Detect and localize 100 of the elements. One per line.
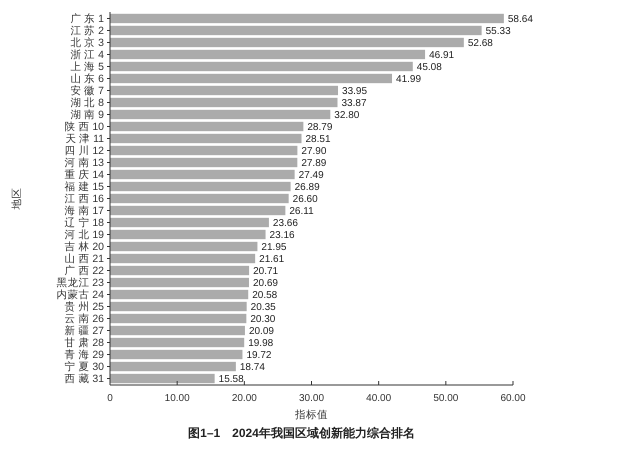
bar bbox=[110, 134, 302, 144]
data-label: 20.71 bbox=[253, 266, 279, 278]
y-tick-label: 贵 州 25 bbox=[64, 300, 104, 314]
data-label: 19.98 bbox=[248, 338, 274, 350]
bar bbox=[110, 206, 286, 216]
x-tick-label: 60.00 bbox=[500, 393, 526, 404]
bar bbox=[110, 218, 269, 228]
x-tick-label: 0 bbox=[107, 393, 114, 404]
bar bbox=[110, 350, 242, 360]
y-tick-label: 河 北 19 bbox=[64, 228, 104, 242]
y-tick-label: 辽 宁 18 bbox=[64, 216, 104, 230]
data-label: 26.89 bbox=[294, 182, 320, 193]
y-tick-label: 广 东 1 bbox=[70, 12, 104, 26]
data-label: 26.60 bbox=[292, 194, 318, 205]
data-label: 20.09 bbox=[248, 326, 274, 338]
bar bbox=[110, 38, 464, 48]
data-label: 33.95 bbox=[342, 86, 368, 97]
bar bbox=[110, 326, 245, 336]
data-label: 45.08 bbox=[416, 62, 442, 73]
data-label: 20.69 bbox=[252, 278, 278, 290]
y-tick-label: 江 西 16 bbox=[64, 193, 104, 206]
data-label: 15.58 bbox=[218, 374, 244, 386]
bar bbox=[110, 302, 247, 312]
bar bbox=[110, 26, 482, 36]
bar bbox=[110, 362, 236, 372]
data-label: 27.90 bbox=[301, 146, 327, 157]
y-tick-label: 山 东 6 bbox=[70, 72, 104, 86]
y-tick-label: 云 南 26 bbox=[64, 312, 104, 326]
bar bbox=[110, 374, 215, 384]
y-tick-label: 陕 西 10 bbox=[64, 121, 104, 134]
y-tick-label: 西 藏 31 bbox=[64, 372, 104, 386]
data-label: 27.89 bbox=[301, 158, 327, 169]
bar bbox=[110, 290, 248, 300]
data-label: 21.95 bbox=[261, 242, 287, 254]
y-tick-label: 河 南 13 bbox=[64, 156, 104, 170]
text: 图1–1 2024年我国区域创新能力综合排名 bbox=[188, 426, 415, 440]
y-tick-label: 黑龙江 23 bbox=[56, 276, 104, 290]
x-tick-label: 40.00 bbox=[366, 393, 392, 404]
y-tick-label: 天 津 11 bbox=[65, 132, 104, 146]
data-label: 28.79 bbox=[307, 122, 333, 133]
data-label: 58.64 bbox=[508, 14, 534, 25]
y-tick-label: 浙 江 4 bbox=[70, 48, 104, 62]
data-label: 28.51 bbox=[305, 134, 331, 145]
data-label: 20.35 bbox=[250, 302, 276, 314]
bar bbox=[110, 122, 304, 132]
bar bbox=[110, 266, 250, 276]
y-tick-label: 新 疆 27 bbox=[64, 324, 104, 338]
data-label: 32.80 bbox=[334, 110, 360, 121]
data-label: 23.66 bbox=[272, 218, 298, 230]
bar bbox=[110, 158, 298, 168]
bar bbox=[110, 182, 291, 192]
y-tick-label: 四 川 12 bbox=[64, 144, 104, 158]
data-label: 19.72 bbox=[246, 350, 272, 362]
data-label: 21.61 bbox=[259, 254, 285, 266]
bar bbox=[110, 50, 426, 60]
bar bbox=[110, 14, 504, 24]
bar bbox=[110, 110, 330, 120]
bar bbox=[110, 314, 246, 324]
y-tick-label: 重 庆 14 bbox=[64, 168, 104, 182]
y-tick-label: 安 徽 7 bbox=[70, 84, 104, 98]
data-label: 33.87 bbox=[341, 98, 367, 109]
data-label: 55.33 bbox=[486, 26, 512, 37]
y-tick-label: 上 海 5 bbox=[70, 60, 104, 74]
y-tick-label: 海 南 17 bbox=[64, 204, 104, 218]
data-label: 18.74 bbox=[240, 362, 266, 374]
bar bbox=[110, 338, 244, 348]
bar bbox=[110, 230, 266, 240]
y-axis-title: 地区 bbox=[10, 188, 23, 210]
data-label: 20.58 bbox=[252, 290, 278, 302]
data-label: 46.91 bbox=[429, 50, 455, 61]
bar bbox=[110, 62, 413, 72]
bar bbox=[110, 278, 249, 288]
y-tick-label: 青 海 29 bbox=[64, 348, 104, 362]
bar bbox=[110, 170, 295, 180]
x-tick-label: 10.00 bbox=[164, 393, 190, 404]
y-tick-label: 福 建 15 bbox=[64, 180, 104, 194]
data-label: 52.68 bbox=[468, 38, 494, 49]
y-tick-label: 湖 北 8 bbox=[70, 96, 104, 110]
y-tick-label: 江 苏 2 bbox=[70, 24, 104, 38]
bar bbox=[110, 98, 338, 108]
data-label: 26.11 bbox=[289, 206, 314, 217]
x-tick-label: 30.00 bbox=[298, 393, 324, 404]
y-tick-label: 北 京 3 bbox=[70, 36, 104, 50]
bar bbox=[110, 242, 258, 252]
bar bbox=[110, 74, 392, 84]
y-tick-label: 山 西 21 bbox=[64, 252, 104, 266]
x-axis-title: 指标值 bbox=[294, 409, 328, 421]
y-tick-label: 内蒙古 24 bbox=[56, 288, 104, 302]
data-label: 23.16 bbox=[270, 230, 296, 242]
bar bbox=[110, 146, 298, 156]
y-tick-label: 湖 南 9 bbox=[70, 108, 104, 122]
data-label: 20.30 bbox=[250, 314, 276, 326]
x-tick-label: 20.00 bbox=[232, 393, 258, 404]
bar bbox=[110, 86, 338, 96]
y-tick-label: 宁 夏 30 bbox=[64, 360, 104, 374]
data-label: 41.99 bbox=[396, 74, 422, 85]
y-tick-label: 广 西 22 bbox=[64, 264, 104, 278]
y-tick-label: 甘 肃 28 bbox=[64, 336, 104, 350]
bar bbox=[110, 194, 289, 204]
y-tick-label: 吉 林 20 bbox=[64, 240, 104, 254]
